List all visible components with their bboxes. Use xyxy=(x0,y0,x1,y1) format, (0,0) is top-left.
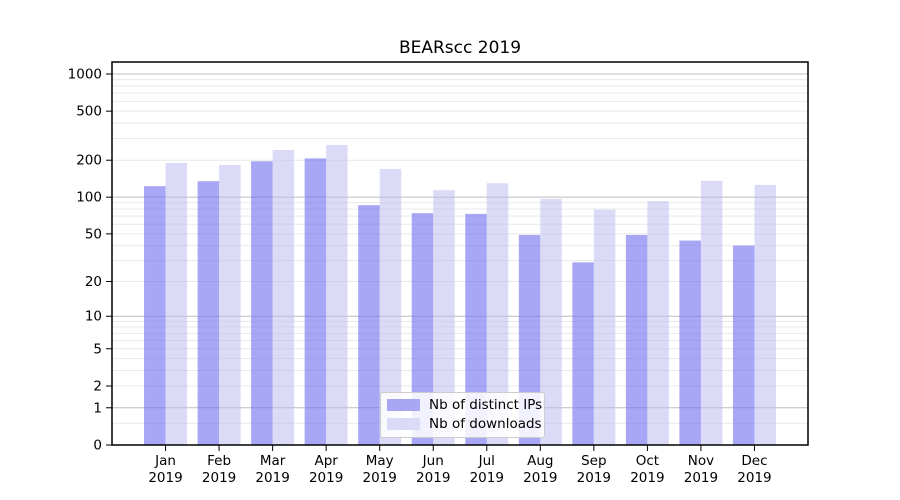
x-tick-label-year: 2019 xyxy=(523,470,557,486)
y-tick-label: 50 xyxy=(85,226,102,242)
bar-downloads xyxy=(700,180,723,445)
chart-title: BEARscc 2019 xyxy=(399,38,521,58)
bar-distinct-ips xyxy=(572,262,594,445)
x-tick-label-month: Nov xyxy=(688,453,714,469)
bar-downloads xyxy=(754,184,776,445)
bar-downloads xyxy=(219,164,241,445)
bar-downloads xyxy=(326,144,348,446)
bar-distinct-ips xyxy=(197,181,220,445)
x-tick-label-year: 2019 xyxy=(470,470,504,486)
y-tick-label: 1 xyxy=(93,400,102,416)
bar-downloads xyxy=(379,168,402,445)
legend: Nb of distinct IPs Nb of downloads xyxy=(380,392,545,438)
bar-distinct-ips xyxy=(625,234,648,445)
x-tick-label-year: 2019 xyxy=(255,470,289,486)
y-tick-label: 2 xyxy=(93,379,102,395)
x-tick-label-month: Dec xyxy=(741,453,767,469)
legend-label-distinct-ips: Nb of distinct IPs xyxy=(429,397,543,413)
bars-layer xyxy=(144,144,776,446)
x-tick-label-year: 2019 xyxy=(630,470,664,486)
y-tick-label: 500 xyxy=(76,104,102,120)
x-tick-label-year: 2019 xyxy=(309,470,343,486)
x-tick-label-month: Jul xyxy=(478,453,495,469)
y-tick-label: 100 xyxy=(76,190,102,206)
bar-distinct-ips xyxy=(251,161,273,445)
legend-swatch-distinct-ips xyxy=(387,399,420,411)
bar-distinct-ips xyxy=(732,245,755,445)
y-tick-label: 0 xyxy=(93,438,102,454)
x-tick-label-year: 2019 xyxy=(737,470,771,486)
bar-downloads xyxy=(593,209,616,445)
axes-layer: 01251020501002005001000Jan2019Feb2019Mar… xyxy=(68,61,809,486)
x-tick-label-month: May xyxy=(366,453,394,469)
bar-distinct-ips xyxy=(304,158,327,445)
x-tick-label-month: Jan xyxy=(154,453,176,469)
bar-distinct-ips xyxy=(358,205,380,445)
bar-downloads xyxy=(486,183,509,445)
y-tick-label: 20 xyxy=(85,274,102,290)
x-tick-label-year: 2019 xyxy=(202,470,236,486)
x-tick-label-month: Sep xyxy=(581,453,606,469)
x-tick-label-year: 2019 xyxy=(363,470,397,486)
x-tick-label-year: 2019 xyxy=(416,470,450,486)
y-tick-label: 1000 xyxy=(68,67,102,83)
bar-distinct-ips xyxy=(465,213,487,445)
plot-border xyxy=(111,61,809,446)
x-tick-label-year: 2019 xyxy=(684,470,718,486)
x-tick-label-month: Mar xyxy=(260,453,286,469)
x-tick-label-month: Feb xyxy=(207,453,231,469)
y-tick-label: 200 xyxy=(76,153,102,169)
y-tick-label: 5 xyxy=(93,341,102,357)
x-tick-label-month: Jun xyxy=(422,453,444,469)
bar-distinct-ips xyxy=(411,213,434,445)
legend-swatch-downloads xyxy=(387,418,420,430)
bar-downloads xyxy=(272,150,295,445)
legend-label-downloads: Nb of downloads xyxy=(429,416,542,432)
bar-downloads xyxy=(165,162,188,446)
x-tick-label-month: Aug xyxy=(527,453,553,469)
x-tick-label-month: Apr xyxy=(314,453,338,469)
legend-item-downloads: Nb of downloads xyxy=(387,416,542,432)
bar-distinct-ips xyxy=(679,240,701,445)
x-tick-label-year: 2019 xyxy=(148,470,182,486)
legend-item-distinct-ips: Nb of distinct IPs xyxy=(387,397,542,413)
bar-downloads xyxy=(647,201,669,445)
x-tick-label-year: 2019 xyxy=(577,470,611,486)
bar-distinct-ips xyxy=(144,186,166,445)
x-tick-label-month: Oct xyxy=(636,453,659,469)
bar-downloads xyxy=(433,190,455,445)
y-tick-label: 10 xyxy=(85,309,102,325)
bar-downloads xyxy=(540,198,562,445)
